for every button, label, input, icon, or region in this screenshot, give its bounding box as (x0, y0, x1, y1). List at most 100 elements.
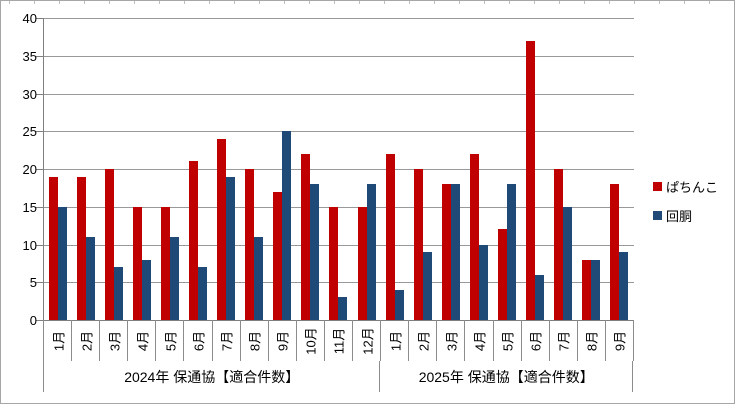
legend-label-pachinko: ぱちんこ (666, 180, 719, 195)
y-axis-tick (36, 93, 43, 95)
x-category-cell: 4月 (465, 320, 494, 361)
x-category-label: 1月 (51, 330, 67, 351)
x-category-cell: 6月 (522, 320, 550, 361)
worksheet-column-tick (559, 1, 560, 4)
y-axis-label: 5 (29, 275, 37, 291)
y-axis-label: 40 (22, 11, 37, 26)
worksheet-column-tick (634, 1, 635, 4)
y-axis-tick (36, 55, 43, 57)
y-axis-tick (36, 18, 43, 19)
x-category-cell: 10月 (297, 320, 325, 361)
x-category-label: 7月 (556, 330, 572, 351)
x-category-cell: 3月 (437, 320, 466, 361)
x-category-cell: 2月 (72, 320, 101, 361)
bar-回胴-9月-2024 (282, 131, 292, 320)
x-category-label: 4月 (472, 330, 488, 351)
worksheet-column-tick (659, 1, 660, 4)
legend-label-kaidou: 回胴 (666, 209, 693, 224)
bar-ぱちんこ-2月-2025 (413, 169, 423, 320)
legend: ぱちんこ 回胴 (653, 177, 718, 225)
x-category-cell: 7月 (213, 320, 241, 361)
bar-ぱちんこ-3月-2025 (441, 184, 451, 320)
x-category-cell: 9月 (606, 320, 634, 361)
bar-回胴-6月-2024 (197, 267, 207, 320)
y-axis-label: 10 (22, 237, 37, 253)
x-category-cell: 3月 (100, 320, 129, 361)
worksheet-column-tick (534, 1, 535, 4)
bar-ぱちんこ-12月-2024 (357, 206, 367, 320)
gridline (44, 282, 634, 284)
y-axis-tick (36, 169, 43, 170)
y-axis-label: 30 (22, 86, 37, 102)
bar-回胴-8月-2024 (254, 236, 264, 320)
group-label-2024: 2024年 保通協【適合件数】 (43, 361, 381, 392)
x-category-label: 1月 (388, 330, 404, 351)
y-axis-label: 0 (29, 313, 37, 328)
x-category-cell: 9月 (269, 320, 297, 361)
bar-ぱちんこ-9月-2025 (610, 184, 620, 320)
bar-ぱちんこ-5月-2025 (498, 229, 508, 320)
bar-回胴-6月-2025 (535, 274, 545, 320)
x-category-label: 12月 (360, 326, 376, 355)
worksheet-column-tick (59, 1, 60, 4)
bar-ぱちんこ-7月-2025 (554, 169, 564, 320)
bar-ぱちんこ-1月-2025 (385, 153, 395, 320)
bar-回胴-10月-2024 (310, 184, 320, 320)
y-axis-tick (36, 131, 43, 133)
y-axis-tick (36, 320, 43, 321)
bar-ぱちんこ-8月-2024 (245, 169, 255, 320)
bar-ぱちんこ-10月-2024 (301, 153, 311, 320)
x-category-label: 2月 (79, 330, 95, 351)
worksheet-column-tick (109, 1, 110, 4)
x-category-label: 6月 (528, 330, 544, 351)
worksheet-column-tick (584, 1, 585, 4)
y-axis-label: 25 (22, 124, 37, 140)
bar-回胴-3月-2025 (450, 184, 460, 320)
bar-ぱちんこ-3月-2024 (104, 169, 114, 320)
bar-回胴-7月-2024 (226, 176, 236, 320)
x-category-label: 5月 (163, 330, 179, 351)
y-axis-label: 35 (22, 48, 37, 64)
x-category-cell: 1月 (381, 320, 410, 361)
bar-回胴-2月-2024 (85, 236, 95, 320)
x-axis-category-labels: 1月 2月 3月 4月 5月 6月 7月 8月 9月 10月 11月 12月 1月 2月 3月 4月 5月 6月 7… (43, 320, 634, 361)
y-axis-tick (36, 282, 43, 284)
x-category-cell: 1月 (44, 320, 73, 361)
x-category-label: 2月 (416, 330, 432, 351)
x-category-label: 8月 (247, 330, 263, 351)
gridline (44, 18, 634, 19)
worksheet-column-tick (434, 1, 435, 4)
y-axis-label: 15 (22, 199, 37, 215)
x-category-label: 5月 (500, 330, 516, 351)
bar-回胴-4月-2025 (478, 244, 488, 320)
gridline (44, 244, 634, 246)
plot-area (43, 18, 634, 321)
x-category-label: 3月 (107, 330, 123, 351)
bar-回胴-8月-2025 (591, 259, 601, 320)
x-category-label: 6月 (191, 330, 207, 351)
gridline (44, 206, 634, 208)
worksheet-column-tick (459, 1, 460, 4)
worksheet-column-tick (209, 1, 210, 4)
legend-item-pachinko: ぱちんこ (653, 177, 718, 196)
x-category-cell: 8月 (241, 320, 269, 361)
x-category-cell: 2月 (409, 320, 438, 361)
x-category-cell: 6月 (184, 320, 213, 361)
bar-ぱちんこ-2月-2024 (76, 176, 86, 320)
bar-回胴-7月-2025 (563, 206, 573, 320)
x-category-label: 8月 (584, 330, 600, 351)
bar-回胴-5月-2024 (169, 236, 179, 320)
worksheet-column-tick (309, 1, 310, 4)
x-axis-group-labels: 2024年 保通協【適合件数】 2025年 保通協【適合件数】 (43, 361, 633, 392)
bar-ぱちんこ-7月-2024 (217, 138, 227, 320)
bar-ぱちんこ-6月-2025 (526, 40, 536, 320)
worksheet-column-tick (234, 1, 235, 4)
worksheet-column-tick (184, 1, 185, 4)
worksheet-column-tick (409, 1, 410, 4)
bar-ぱちんこ-9月-2024 (273, 191, 283, 320)
x-category-label: 9月 (275, 330, 291, 351)
x-category-cell: 11月 (325, 320, 354, 361)
worksheet-column-tick (359, 1, 360, 4)
gridline (44, 93, 634, 95)
